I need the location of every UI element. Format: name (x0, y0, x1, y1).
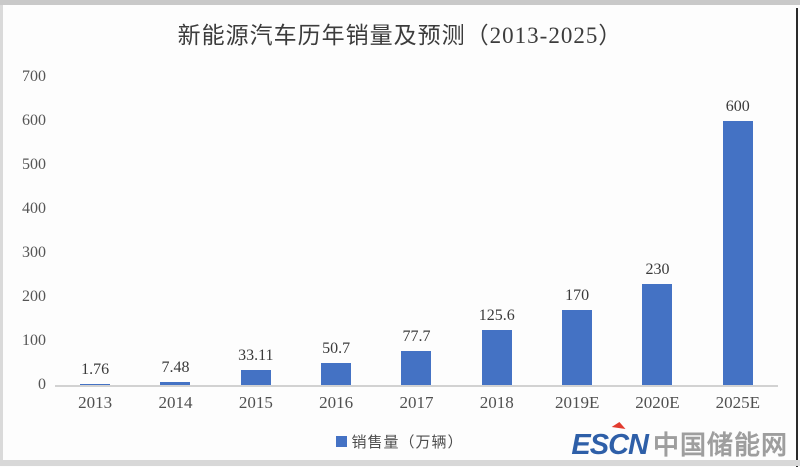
bar-value-label: 77.7 (402, 328, 431, 345)
bar-column: 125.6 (457, 307, 537, 385)
bar-column: 1.76 (55, 361, 135, 385)
bar-value-label: 125.6 (478, 307, 515, 324)
left-border (0, 5, 3, 460)
bar (722, 121, 753, 385)
legend-swatch-icon (336, 436, 348, 447)
bar (562, 310, 593, 385)
escn-logo: ESCN 中国储能网 (571, 421, 788, 462)
bar-column: 7.48 (135, 359, 215, 385)
bar (160, 382, 191, 385)
y-axis-tick-label: 100 (22, 332, 46, 349)
escn-logo-accent-icon (612, 421, 627, 429)
x-axis-label: 2025E (715, 393, 760, 412)
y-axis-tick-label: 0 (38, 376, 46, 393)
escn-logo-text: ESCN (571, 429, 649, 461)
bar-value-label: 7.48 (161, 359, 190, 376)
y-axis: 0 100 200 300 400 500 600 700 (0, 68, 46, 393)
plot-area: 1.76 7.48 33.11 50.7 77.7 125.6 170 230 600 (55, 77, 778, 387)
bar (481, 330, 512, 385)
y-axis-tick-label: 300 (22, 244, 46, 261)
bar (401, 351, 432, 385)
y-axis-tick-label: 400 (22, 200, 46, 217)
y-axis-tick-label: 200 (22, 288, 46, 305)
top-border (0, 0, 800, 5)
bar-value-label: 170 (565, 287, 590, 304)
x-axis-label: 2020E (635, 393, 680, 412)
bar-value-label: 33.11 (238, 347, 274, 364)
bar-column: 170 (537, 287, 617, 385)
x-axis-label: 2014 (158, 393, 193, 412)
bar-column: 600 (698, 98, 778, 385)
escn-logo-site-name: 中国储能网 (652, 430, 788, 460)
x-axis-label: 2015 (238, 393, 273, 412)
legend: 销售量（万辆） (0, 431, 800, 452)
right-border (796, 8, 798, 467)
bar-value-label: 230 (645, 261, 670, 278)
x-axis: 2013 2014 2015 2016 2017 2018 2019E 2020E 2025E (55, 393, 778, 415)
chart-title: 新能源汽车历年销量及预测（2013-2025） (177, 23, 623, 48)
x-axis-label: 2013 (78, 393, 113, 412)
y-axis-tick-label: 600 (22, 112, 46, 129)
bar-value-label: 50.7 (322, 340, 351, 357)
bottom-border (0, 460, 800, 466)
y-axis-tick-label: 500 (22, 156, 46, 173)
bar-column: 33.11 (216, 347, 296, 385)
bar-column: 230 (617, 261, 697, 385)
x-axis-label: 2018 (479, 393, 514, 412)
bar-column: 77.7 (376, 328, 456, 385)
bar-value-label: 1.76 (81, 361, 110, 378)
bar (642, 284, 673, 385)
x-axis-label: 2019E (554, 393, 600, 412)
x-axis-label: 2016 (319, 393, 354, 412)
bar (240, 370, 271, 385)
bar-value-label: 600 (725, 98, 750, 115)
x-axis-label: 2017 (399, 393, 434, 412)
bar-column: 50.7 (296, 340, 376, 385)
legend-label: 销售量（万辆） (351, 435, 464, 451)
bar (321, 363, 352, 385)
y-axis-tick-label: 700 (22, 68, 46, 85)
bar (80, 384, 111, 385)
